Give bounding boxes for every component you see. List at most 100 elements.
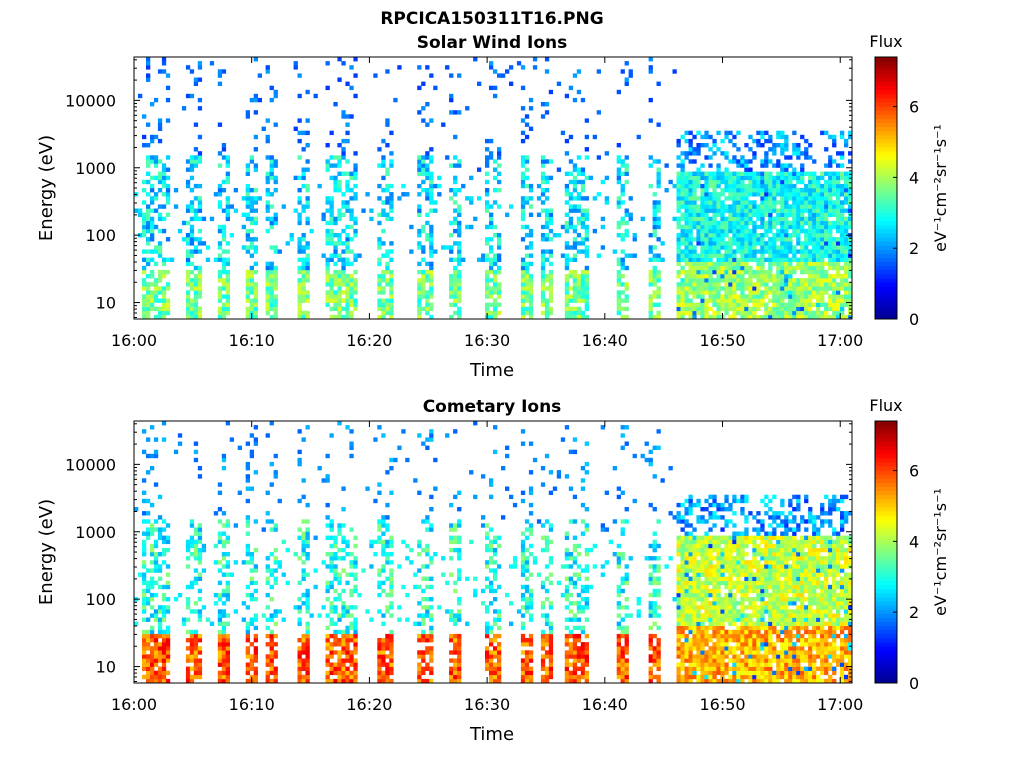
heatmap-cell (820, 274, 825, 279)
heatmap-cell (844, 274, 849, 279)
heatmap-cell (544, 666, 550, 671)
heatmap-cell (493, 224, 498, 230)
heatmap-cell (385, 502, 390, 508)
heatmap-cell (724, 183, 729, 189)
heatmap-cell (213, 560, 219, 565)
heatmap-cell (796, 192, 801, 197)
heatmap-cell (540, 654, 546, 659)
heatmap-cell (760, 220, 765, 226)
heatmap-cell (157, 494, 163, 500)
heatmap-cell (708, 171, 713, 176)
heatmap-cell (748, 216, 753, 222)
heatmap-cell (848, 302, 853, 307)
heatmap-cell (197, 666, 203, 671)
heatmap-cell (816, 245, 821, 250)
colorbar-tick-label: 0 (909, 310, 919, 329)
heatmap-cell (824, 224, 829, 230)
heatmap-cell (716, 167, 721, 172)
heatmap-cell (381, 306, 386, 312)
heatmap-cell (337, 237, 342, 242)
heatmap-cell (708, 233, 713, 238)
heatmap-cell (668, 179, 673, 185)
heatmap-cell (377, 163, 382, 168)
heatmap-cell (185, 302, 191, 307)
heatmap-cell (381, 155, 386, 160)
heatmap-cell (576, 298, 582, 303)
heatmap-cell (161, 519, 167, 524)
heatmap-cell (540, 208, 546, 213)
heatmap-cell (720, 245, 725, 250)
heatmap-cell (457, 290, 462, 295)
heatmap-cell (381, 642, 386, 647)
heatmap-cell (524, 674, 530, 680)
heatmap-cell (217, 560, 223, 565)
heatmap-cell (377, 674, 382, 680)
heatmap-cell (425, 547, 430, 553)
colorbar-segment (875, 122, 897, 127)
colorbar-title: Flux (869, 32, 902, 51)
heatmap-cell (740, 171, 745, 176)
heatmap-cell (696, 257, 701, 262)
heatmap-cell (325, 278, 330, 283)
heatmap-cell (305, 666, 310, 671)
heatmap-cell (732, 290, 737, 295)
heatmap-cell (417, 65, 422, 70)
heatmap-cell (197, 306, 203, 312)
heatmap-cell (377, 282, 382, 287)
heatmap-cell (524, 535, 530, 540)
heatmap-cell (764, 151, 769, 156)
heatmap-cell (648, 118, 653, 123)
heatmap-cell (680, 163, 685, 168)
heatmap-cell (142, 560, 147, 565)
heatmap-cell (812, 314, 817, 320)
heatmap-cell (784, 188, 789, 193)
heatmap-cell (153, 482, 159, 487)
heatmap-cell (740, 257, 745, 262)
heatmap-cell (712, 261, 717, 267)
heatmap-cell (409, 560, 414, 565)
heatmap-cell (221, 233, 227, 238)
heatmap-cell (429, 638, 434, 643)
heatmap-cell (828, 163, 833, 168)
heatmap-cell (361, 568, 366, 573)
heatmap-cell (696, 183, 701, 189)
heatmap-cell (485, 155, 490, 160)
heatmap-cell (221, 294, 227, 299)
heatmap-cell (497, 543, 502, 549)
heatmap-cell (520, 138, 526, 144)
colorbar-segment (875, 278, 897, 283)
heatmap-cell (225, 310, 230, 316)
heatmap-cell (736, 257, 741, 262)
heatmap-cell (353, 629, 358, 635)
heatmap-cell (784, 261, 789, 267)
heatmap-cell (824, 163, 829, 168)
heatmap-cell (421, 106, 426, 111)
heatmap-cell (429, 646, 434, 651)
heatmap-cell (572, 196, 578, 201)
heatmap-cell (421, 278, 426, 283)
heatmap-cell (249, 556, 254, 561)
heatmap-cell (197, 633, 203, 639)
heatmap-cell (150, 527, 155, 532)
heatmap-cell (572, 73, 578, 78)
heatmap-cell (812, 216, 817, 222)
heatmap-cell (325, 85, 330, 91)
heatmap-cell (788, 261, 793, 267)
heatmap-cell (353, 638, 358, 643)
heatmap-cell (393, 97, 398, 103)
heatmap-cell (528, 678, 534, 684)
heatmap-cell (692, 286, 697, 291)
heatmap-cell (333, 269, 338, 275)
heatmap-cell (576, 204, 582, 209)
heatmap-cell (397, 605, 402, 610)
heatmap-cell (449, 638, 454, 643)
heatmap-cell (349, 171, 354, 176)
heatmap-cell (433, 183, 438, 189)
heatmap-cell (325, 453, 330, 459)
heatmap-cell (449, 257, 454, 262)
heatmap-cell (720, 228, 725, 234)
heatmap-cell (217, 183, 223, 189)
heatmap-cell (572, 97, 578, 103)
heatmap-cell (564, 274, 570, 279)
heatmap-cell (241, 245, 246, 250)
